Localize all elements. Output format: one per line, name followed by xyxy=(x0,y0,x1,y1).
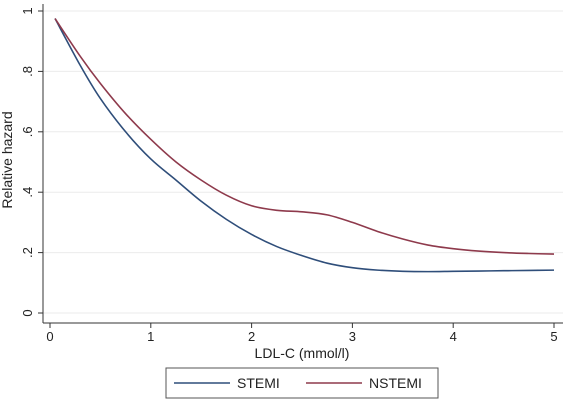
x-axis-label: LDL-C (mmol/l) xyxy=(255,345,350,361)
y-tick-label: 1 xyxy=(20,7,35,14)
legend-label-stemi: STEMI xyxy=(237,375,280,391)
grid-lines xyxy=(43,10,563,314)
y-tick-label: .2 xyxy=(20,247,35,258)
legend: STEMI NSTEMI xyxy=(165,367,439,399)
x-tick-label: 3 xyxy=(349,329,356,344)
axes: 0 .2 .4 .6 .8 1 0 1 2 3 4 5 xyxy=(20,4,563,344)
series-line-stemi xyxy=(54,18,555,273)
y-tick-label: .4 xyxy=(20,187,35,198)
series-lines xyxy=(54,18,555,273)
x-tick-label: 5 xyxy=(550,329,557,344)
x-tick-label: 1 xyxy=(147,329,154,344)
y-axis-label: Relative hazard xyxy=(0,111,15,208)
y-tick-label: .8 xyxy=(20,66,35,77)
x-tick-label: 0 xyxy=(46,329,53,344)
y-tick-label: .6 xyxy=(20,126,35,137)
legend-label-nstemi: NSTEMI xyxy=(369,375,422,391)
y-tick-label: 0 xyxy=(20,309,35,316)
series-line-nstemi xyxy=(54,18,555,255)
x-tick-label: 2 xyxy=(248,329,255,344)
x-tick-label: 4 xyxy=(450,329,457,344)
